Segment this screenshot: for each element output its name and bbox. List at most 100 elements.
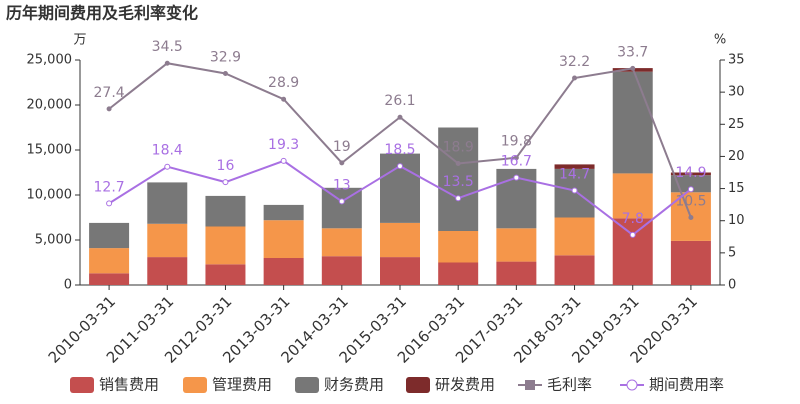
bar [263, 258, 304, 285]
value-label: 34.5 [152, 39, 183, 55]
bar [89, 222, 130, 249]
value-label: 14.9 [675, 165, 706, 181]
value-label: 19.3 [268, 137, 299, 153]
bar [496, 261, 537, 285]
value-label: 18.4 [152, 143, 183, 159]
point [687, 186, 694, 193]
point [397, 114, 403, 120]
point [513, 155, 519, 161]
legend-marker [525, 380, 535, 390]
bar [147, 257, 188, 285]
bar [263, 204, 304, 221]
bar [438, 127, 479, 231]
bar [670, 172, 711, 176]
legend-label: 研发费用 [435, 376, 495, 394]
value-label: 28.9 [268, 75, 299, 91]
bar [205, 195, 246, 227]
value-label: 18.9 [443, 140, 474, 156]
bar [147, 223, 188, 258]
value-label: 32.2 [559, 54, 590, 70]
legend-label: 销售费用 [99, 376, 159, 394]
point [222, 179, 229, 186]
y2-tick-label: 20 [728, 149, 745, 164]
value-label: 26.1 [384, 93, 415, 109]
legend-marker [626, 379, 638, 391]
y2-tick-label: 25 [728, 117, 745, 132]
legend-swatch [183, 377, 207, 393]
value-label: 12.7 [94, 179, 125, 195]
value-label: 13 [333, 177, 351, 193]
point [106, 106, 112, 112]
bar [321, 187, 362, 229]
y-tick-label: 15,000 [27, 143, 73, 158]
bar [147, 182, 188, 224]
bar [380, 257, 420, 285]
bar [205, 264, 246, 285]
point [106, 200, 113, 207]
bar [438, 262, 479, 285]
y2-unit: % [714, 33, 726, 48]
point [513, 174, 520, 181]
value-label: 7.8 [622, 211, 644, 227]
bar [554, 164, 595, 169]
point [455, 161, 461, 166]
point [397, 163, 403, 170]
value-label: 19 [333, 139, 351, 155]
point [688, 215, 694, 220]
bar [380, 222, 420, 258]
legend-label: 毛利率 [547, 376, 592, 394]
y-tick-label: 25,000 [27, 53, 73, 68]
y2-tick-label: 0 [728, 278, 736, 293]
bar [321, 228, 362, 257]
bar [263, 220, 304, 258]
bar [554, 255, 595, 285]
value-label: 19.8 [501, 134, 532, 150]
bar [612, 218, 653, 285]
legend-swatch [295, 377, 319, 393]
value-label: 27.4 [94, 85, 125, 101]
y2-tick-label: 10 [728, 213, 745, 228]
point [630, 65, 636, 71]
point [572, 75, 578, 81]
y2-tick-label: 30 [728, 85, 745, 100]
bar [89, 248, 130, 274]
point [339, 160, 345, 166]
bar [89, 273, 130, 285]
value-label: 10.5 [675, 194, 706, 210]
point [281, 96, 287, 102]
y-unit: 万 [73, 33, 86, 48]
point [455, 195, 462, 202]
y-tick-label: 5,000 [35, 233, 72, 248]
bar [670, 175, 711, 193]
y-tick-label: 10,000 [27, 188, 73, 203]
legend-label: 期间费用率 [649, 376, 724, 394]
legend-label: 财务费用 [324, 376, 384, 394]
bar [205, 226, 246, 265]
point [164, 163, 171, 170]
bar [554, 217, 595, 256]
point [629, 231, 636, 238]
y2-tick-label: 15 [728, 181, 745, 196]
legend-swatch [70, 377, 94, 393]
bar [321, 256, 362, 285]
point [280, 157, 287, 164]
value-label: 33.7 [617, 44, 648, 60]
legend-label: 管理费用 [212, 376, 272, 394]
chart-title: 历年期间费用及毛利率变化 [6, 4, 198, 23]
value-label: 32.9 [210, 50, 241, 66]
point [571, 187, 578, 194]
y-tick-label: 0 [64, 278, 72, 293]
point [164, 60, 170, 66]
value-label: 14.7 [559, 167, 590, 183]
point [338, 198, 345, 205]
value-label: 16.7 [501, 154, 532, 170]
value-label: 13.5 [443, 174, 474, 190]
value-label: 16 [217, 158, 235, 174]
y-tick-label: 20,000 [27, 98, 73, 113]
bar [670, 240, 711, 285]
bar [612, 71, 653, 174]
y2-tick-label: 5 [728, 245, 736, 260]
bar [496, 228, 537, 262]
point [222, 71, 228, 76]
